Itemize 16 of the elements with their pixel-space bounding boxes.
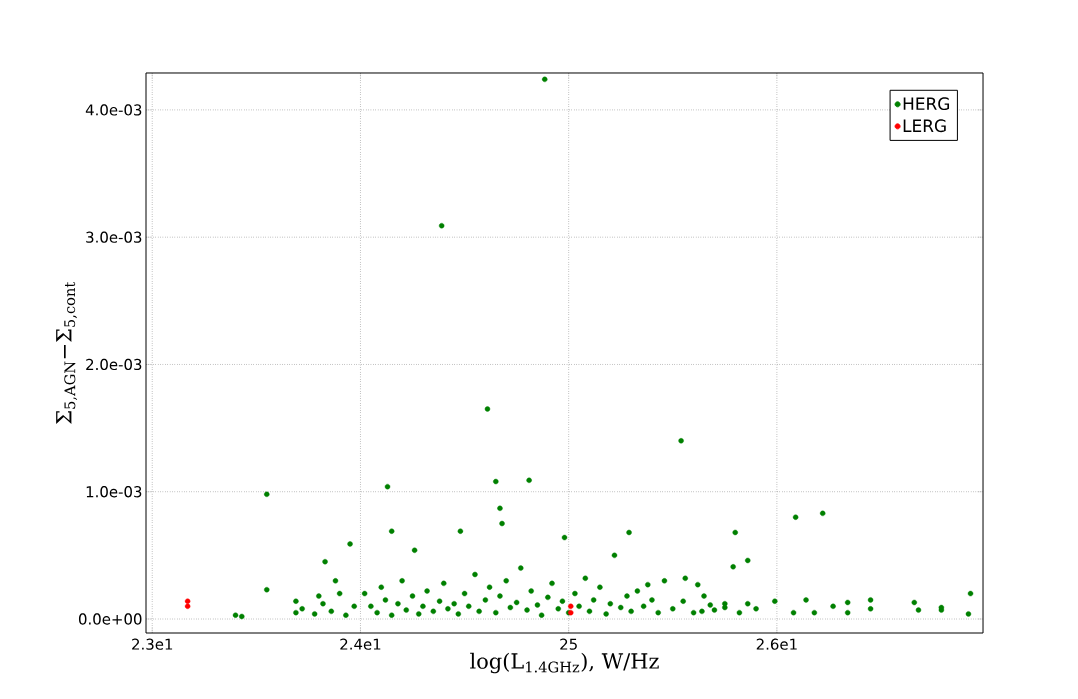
y-axis-title: Σ$_{5,AGN}$−Σ$_{5,cont}$ [56,281,78,424]
x-tick-label: 2.4e1 [340,638,381,650]
y-tick-label: 3.0e-03 [86,231,142,243]
x-tick-label: 2.6e1 [756,638,797,650]
x-tick-label: 25 [560,638,577,650]
y-tick-label: 0.0e+00 [78,613,142,625]
y-tick-label: 1.0e-03 [86,486,142,498]
x-axis-title: log(L$_{1.4GHz}$), W/Hz [470,652,659,674]
y-tick-label: 2.0e-03 [86,358,142,371]
point [568,603,574,609]
legend-label: HERG [903,97,950,111]
y-tick-label: 4.0e-03 [85,104,142,116]
legend-label: LERG [903,119,946,133]
point [184,598,191,604]
point [184,603,191,609]
x-tick-label: 2.3e1 [132,638,173,650]
